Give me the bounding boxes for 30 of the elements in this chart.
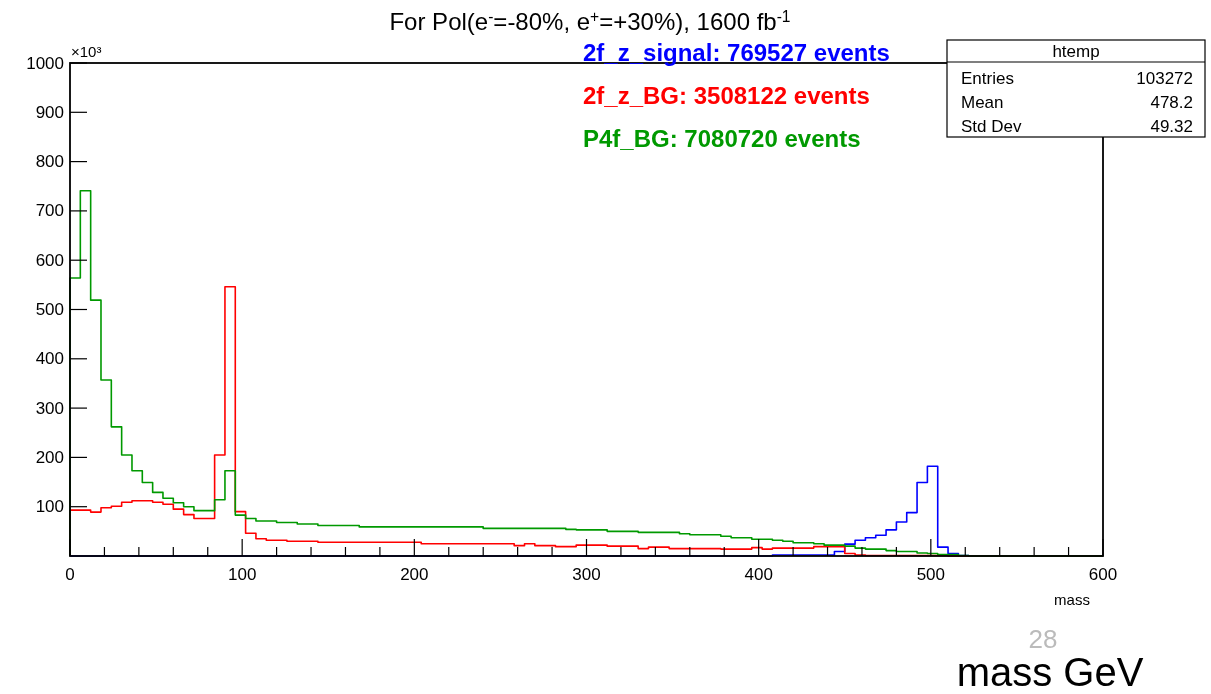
x-tick-label: 200 — [400, 565, 429, 584]
chart-title: For Pol(e$^{-}$=-80%, e$^{+}$=+30%), 1600 fb$^{-1}$ — [389, 7, 791, 35]
y-tick-label: 200 — [35, 447, 64, 467]
text: ×10³ — [71, 43, 102, 60]
y-tick-label: 500 — [35, 300, 64, 319]
y-tick-label: 100 — [35, 497, 64, 517]
text: 2f_z_signal: 769527 events — [583, 39, 890, 66]
annotation: Mean — [961, 93, 1004, 112]
x-tick-label: 400 — [744, 565, 773, 584]
y-tick-label: 900 — [35, 102, 64, 122]
y-tick-label: 400 — [35, 349, 64, 369]
x-tick-label: 300 — [572, 565, 601, 584]
text: 49.32 — [1150, 117, 1193, 136]
text: 103272 — [1136, 69, 1193, 88]
y-tick-label: 600 — [35, 250, 64, 270]
annotation: Entries — [961, 69, 1014, 88]
x-axis-title: mass — [1054, 591, 1090, 608]
x-tick-label: 600 — [1088, 565, 1118, 584]
annotation: Std Dev — [961, 117, 1022, 136]
text: 478.2 — [1150, 93, 1193, 112]
x-tick-label: 0 — [65, 565, 75, 584]
x-tick-label: 100 — [227, 565, 257, 584]
y-tick-label: 1000 — [26, 53, 64, 73]
x-tick-label: 500 — [916, 565, 946, 584]
y-tick-label: 800 — [35, 152, 64, 172]
text: htemp — [1052, 42, 1100, 61]
y-tick-label: 700 — [35, 201, 64, 221]
y-tick-label: 300 — [35, 398, 64, 418]
text: P4f_BG: 7080720 events — [583, 125, 861, 152]
text: 2f_z_BG: 3508122 events — [583, 82, 870, 109]
